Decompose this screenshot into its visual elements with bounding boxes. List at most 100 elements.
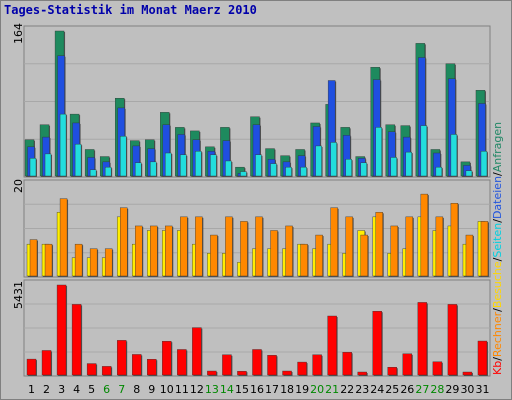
x-tick-label-10: 10 (160, 383, 174, 396)
x-tick-label-28: 28 (430, 383, 444, 396)
bar-seiten-25 (390, 157, 397, 177)
bar-kb-18 (282, 370, 292, 376)
bar-rechner-26 (405, 216, 414, 277)
bar-kb-19 (297, 361, 307, 376)
bar-kb-17 (267, 355, 277, 376)
x-tick-label-9: 9 (148, 383, 155, 396)
bar-kb-3 (56, 284, 67, 376)
bar-seiten-31 (480, 151, 488, 177)
x-tick-label-13: 13 (205, 383, 219, 396)
bar-rechner-25 (390, 225, 398, 277)
bar-seiten-4 (74, 143, 82, 177)
bar-kb-21 (327, 315, 337, 376)
bar-rechner-21 (330, 207, 338, 277)
bar-kb-25 (387, 367, 397, 376)
x-tick-label-2: 2 (43, 383, 50, 396)
bar-seiten-12 (195, 151, 202, 177)
bar-seiten-19 (300, 166, 307, 177)
bar-kb-31 (477, 340, 488, 376)
bar-rechner-15 (240, 221, 248, 277)
bar-kb-27 (417, 302, 428, 376)
x-tick-label-29: 29 (445, 383, 459, 396)
bar-rechner-30 (465, 234, 474, 277)
bar-seiten-13 (210, 154, 217, 177)
x-tick-label-5: 5 (88, 383, 95, 396)
x-tick-label-8: 8 (133, 383, 140, 396)
bar-kb-13 (207, 370, 217, 376)
bar-kb-23 (357, 371, 367, 376)
bar-rechner-9 (150, 225, 158, 277)
bar-kb-12 (192, 327, 202, 376)
bar-rechner-12 (195, 216, 203, 277)
bar-rechner-1 (29, 239, 38, 277)
bar-rechner-10 (165, 225, 173, 277)
bar-rechner-7 (119, 207, 128, 277)
x-tick-label-1: 1 (28, 383, 35, 396)
bar-seiten-11 (180, 154, 187, 177)
bar-kb-6 (101, 366, 112, 376)
bar-rechner-11 (180, 216, 188, 277)
x-tick-label-21: 21 (325, 383, 339, 396)
bar-kb-22 (342, 352, 352, 376)
x-tick-label-22: 22 (340, 383, 354, 396)
bar-rechner-22 (345, 216, 353, 277)
x-tick-label-15: 15 (235, 383, 249, 396)
bar-seiten-3 (59, 113, 67, 177)
bar-kb-24 (372, 310, 382, 376)
bar-kb-15 (237, 370, 247, 376)
bar-kb-1 (26, 358, 37, 376)
bar-kb-4 (71, 304, 82, 376)
bar-seiten-10 (165, 152, 172, 177)
x-tick-label-14: 14 (220, 383, 234, 396)
bar-seiten-8 (135, 162, 142, 177)
bar-seiten-9 (150, 161, 157, 177)
bar-rechner-18 (285, 225, 293, 277)
bar-rechner-19 (300, 243, 308, 277)
bar-rechner-13 (210, 234, 218, 277)
x-tick-label-4: 4 (73, 383, 80, 396)
bar-seiten-27 (420, 125, 428, 177)
x-tick-label-17: 17 (265, 383, 279, 396)
bar-seiten-1 (29, 158, 37, 177)
x-tick-label-19: 19 (295, 383, 309, 396)
bar-rechner-20 (315, 234, 323, 277)
x-tick-label-26: 26 (400, 383, 414, 396)
x-tick-label-31: 31 (475, 383, 489, 396)
bar-rechner-17 (270, 230, 278, 277)
x-tick-label-3: 3 (58, 383, 65, 396)
bar-kb-5 (86, 363, 97, 376)
bar-seiten-29 (450, 134, 458, 177)
x-tick-label-18: 18 (280, 383, 294, 396)
bar-rechner-6 (104, 248, 113, 277)
bar-rechner-4 (74, 243, 83, 277)
bar-seiten-21 (330, 142, 337, 177)
bar-seiten-30 (465, 170, 473, 177)
x-tick-label-30: 30 (460, 383, 474, 396)
bar-kb-20 (312, 354, 322, 376)
bar-rechner-3 (59, 198, 68, 277)
x-tick-label-16: 16 (250, 383, 264, 396)
bar-kb-9 (147, 359, 157, 376)
bar-seiten-15 (240, 171, 247, 177)
bar-rechner-31 (480, 221, 489, 277)
bar-kb-28 (432, 361, 443, 376)
chart-title: Tages-Statistik im Monat Maerz 2010 (4, 3, 257, 17)
bar-rechner-23 (360, 234, 368, 277)
bar-kb-8 (132, 354, 142, 376)
bar-rechner-2 (44, 243, 53, 277)
bar-seiten-16 (255, 154, 262, 177)
bar-rechner-28 (435, 216, 444, 277)
bar-seiten-26 (405, 151, 413, 177)
bar-kb-26 (402, 353, 413, 376)
x-tick-label-24: 24 (370, 383, 384, 396)
bar-seiten-18 (285, 166, 292, 177)
bar-rechner-8 (135, 225, 143, 277)
bar-seiten-7 (119, 136, 127, 177)
bar-rechner-14 (225, 216, 233, 277)
bar-kb-14 (222, 354, 232, 376)
bar-seiten-24 (375, 127, 382, 177)
bar-rechner-29 (450, 202, 459, 277)
bar-seiten-2 (44, 153, 52, 177)
bar-kb-2 (41, 350, 52, 376)
